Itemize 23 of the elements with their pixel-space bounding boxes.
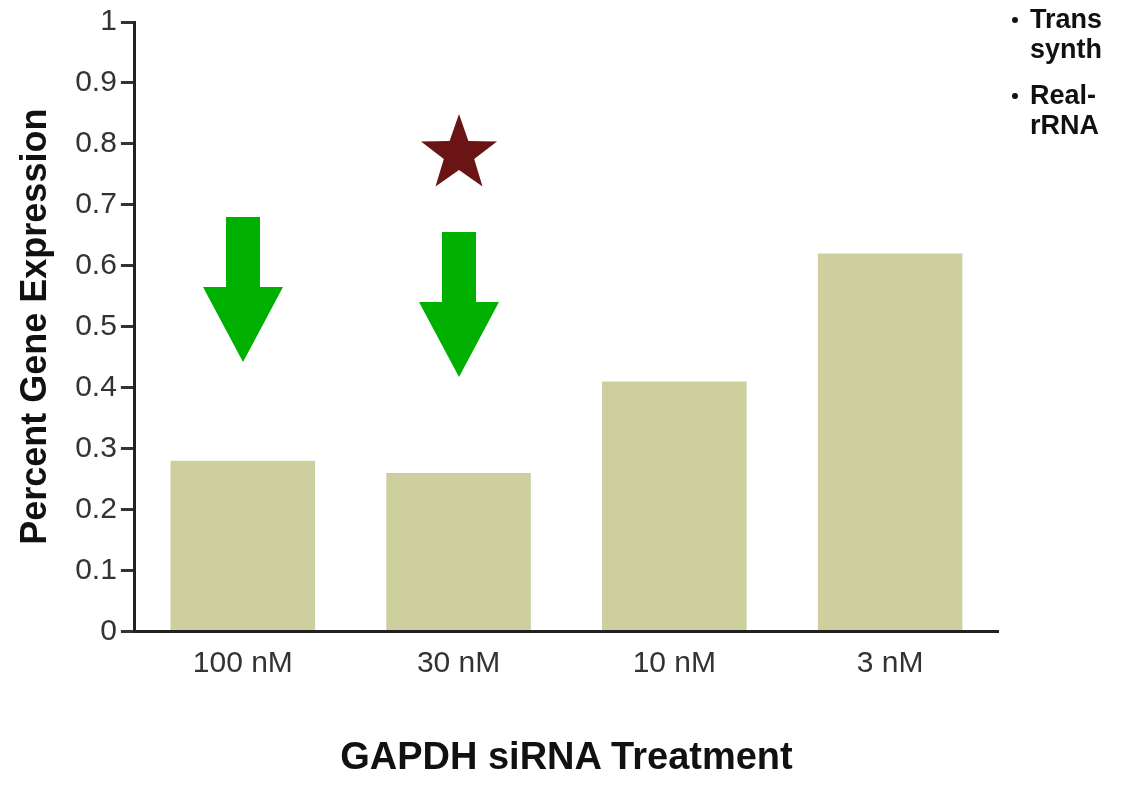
text: Real- rRNA	[1029, 80, 1100, 140]
y-tick-label: 0	[100, 612, 117, 646]
y-tick-label: 0.2	[75, 490, 117, 524]
y-tick-label: 0.8	[75, 125, 117, 159]
x-axis-title: GAPDH siRNA Treatment	[340, 734, 794, 777]
y-axis-title: Percent Gene Expression	[12, 108, 54, 545]
x-tick-label: 100 nM	[192, 644, 293, 678]
bar	[602, 381, 747, 630]
y-tick-label: 1	[100, 3, 117, 37]
bar	[386, 472, 531, 630]
y-tick-label: 0.1	[75, 551, 117, 585]
y-tick-label: 0.3	[75, 429, 117, 463]
x-tick-label: 3 nM	[856, 644, 924, 678]
y-tick-label: 0.9	[75, 64, 117, 98]
bar	[170, 460, 316, 630]
x-tick-label: 10 nM	[632, 644, 717, 678]
bar	[817, 253, 963, 630]
y-tick-label: 0.5	[75, 307, 117, 341]
y-tick-label: 0.4	[75, 368, 117, 402]
y-tick-label: 0.6	[75, 247, 117, 281]
text: Trans synth	[1029, 4, 1104, 64]
y-tick-label: 0.7	[75, 186, 117, 220]
x-tick-label: 30 nM	[416, 644, 501, 678]
